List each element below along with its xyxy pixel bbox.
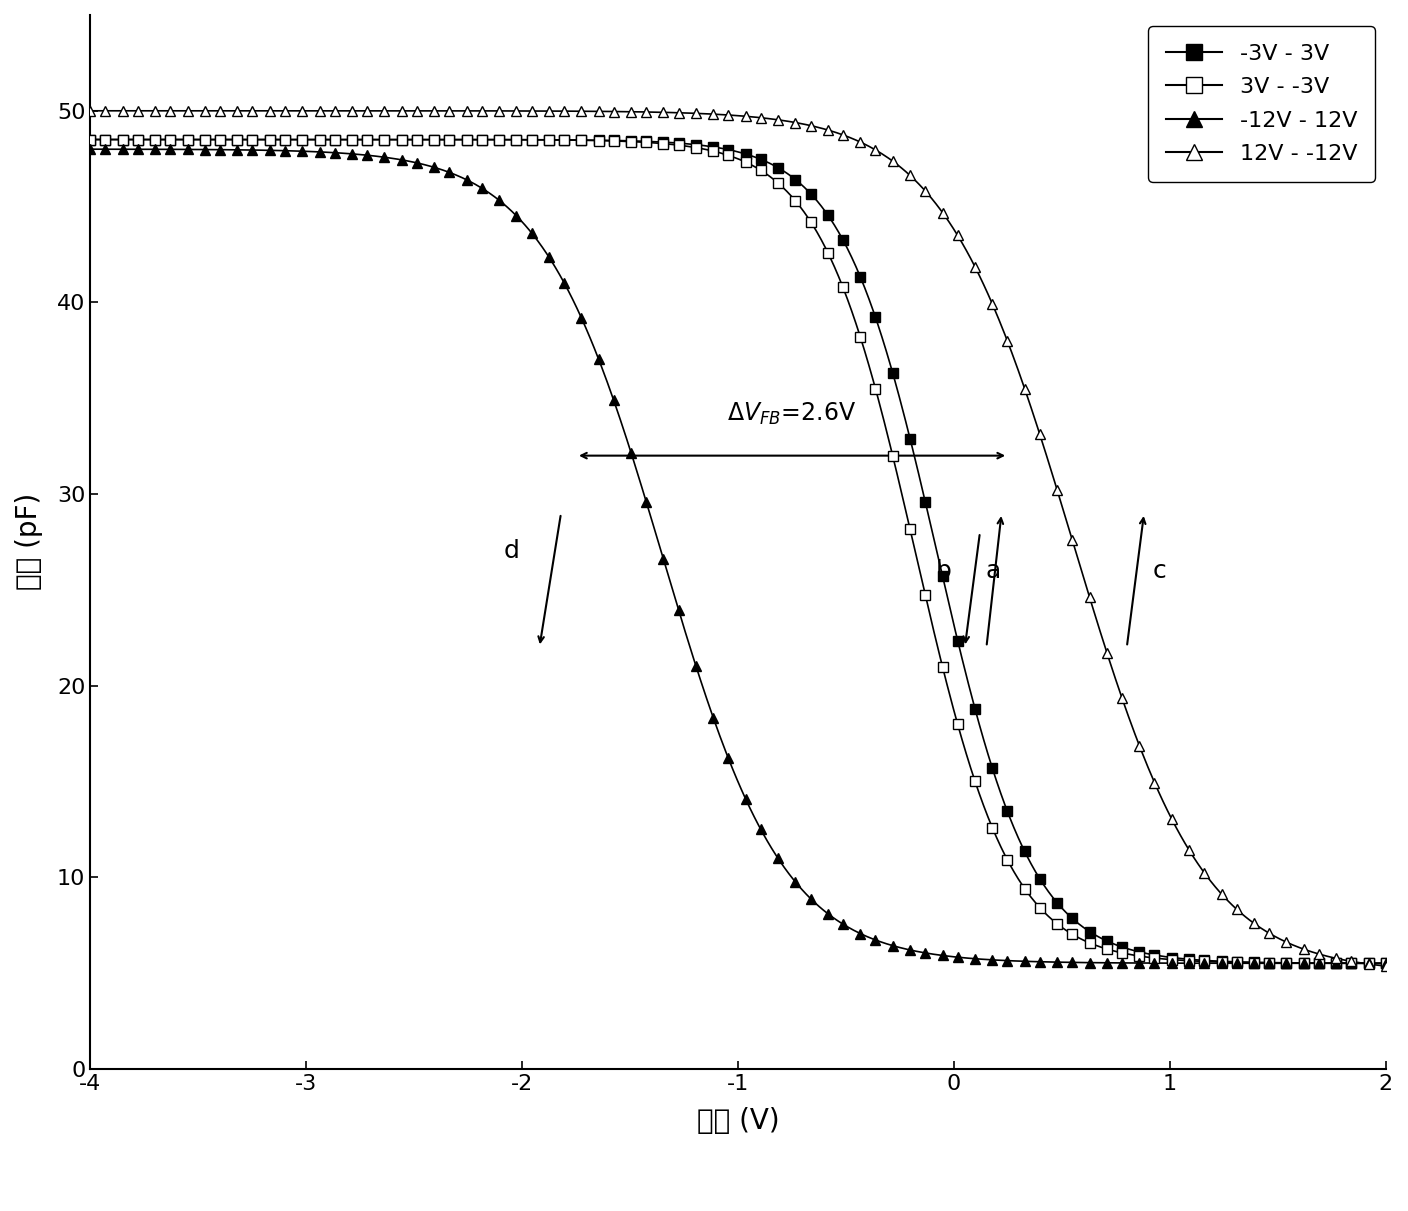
Text: d: d — [504, 539, 520, 563]
Legend: -3V - 3V, 3V - -3V, -12V - 12V, 12V - -12V: -3V - 3V, 3V - -3V, -12V - 12V, 12V - -1… — [1149, 27, 1374, 182]
Text: a: a — [986, 558, 1001, 582]
Text: $\Delta V_{FB}$=2.6V: $\Delta V_{FB}$=2.6V — [728, 401, 856, 427]
Y-axis label: 电容 (pF): 电容 (pF) — [15, 493, 44, 591]
Text: b: b — [935, 558, 952, 582]
X-axis label: 电压 (V): 电压 (V) — [697, 1107, 780, 1136]
Text: c: c — [1152, 558, 1166, 582]
